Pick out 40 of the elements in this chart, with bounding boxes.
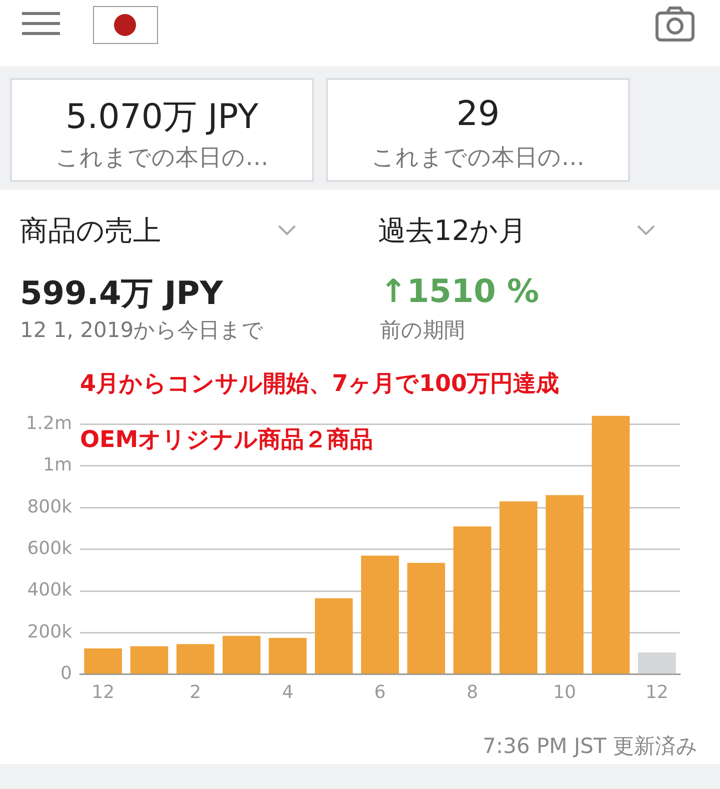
text: 5.070万 JPY <box>64 96 260 139</box>
bar <box>268 638 307 674</box>
bar <box>407 562 446 674</box>
text: 前の期間 <box>380 317 465 344</box>
bar <box>546 495 584 674</box>
bar <box>592 416 630 674</box>
y-tick-label: 200k <box>27 621 73 642</box>
text: 12 1, 2019から今日まで <box>20 317 264 344</box>
x-tick-label: 10 <box>553 682 576 703</box>
bar <box>500 501 538 674</box>
bar <box>361 556 399 674</box>
x-tick-label: 6 <box>374 682 386 703</box>
text: ↑1510 % <box>380 272 540 310</box>
bar <box>222 636 260 674</box>
bar <box>314 598 353 674</box>
x-tick-label: 4 <box>282 682 294 703</box>
text: 4月からコンサル開始、7ヶ月で100万円達成 <box>80 370 560 399</box>
chart-title: 商品の売上 <box>20 213 161 249</box>
y-tick-label: 1.2m <box>26 412 72 434</box>
bar <box>453 526 492 674</box>
y-tick-label: 0 <box>60 663 72 684</box>
text: 599.4万 JPY <box>20 273 223 314</box>
bar <box>130 646 168 674</box>
text: 7:36 PM JST 更新済み <box>482 733 698 760</box>
bar <box>84 648 122 674</box>
x-tick-label: 2 <box>190 682 202 703</box>
chart-subtitle: 過去12か月 <box>378 213 527 249</box>
bar <box>638 652 676 674</box>
y-tick-label: 400k <box>27 580 73 601</box>
bar <box>176 644 214 674</box>
text: これまでの本日の… <box>54 144 270 173</box>
y-tick-label: 800k <box>27 496 73 518</box>
text: これまでの本日の… <box>370 144 586 173</box>
x-tick-label: 12 <box>645 682 668 703</box>
y-tick-label: 1m <box>43 454 72 476</box>
x-tick-label: 12 <box>92 682 115 703</box>
y-tick-label: 600k <box>27 538 73 559</box>
text: 29 <box>455 94 501 134</box>
annotation: OEMオリジナル商品２商品 <box>80 426 374 455</box>
x-tick-label: 8 <box>466 682 478 703</box>
